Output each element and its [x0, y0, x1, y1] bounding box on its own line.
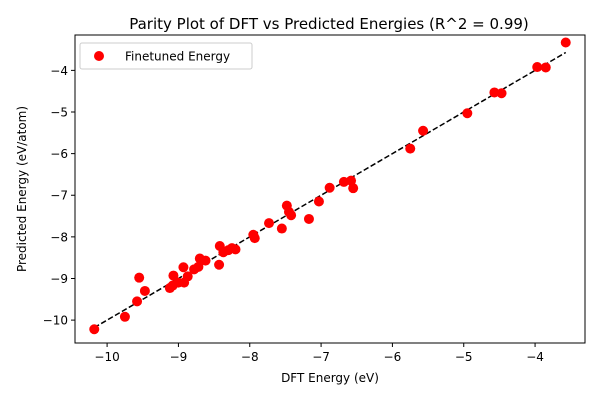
data-point	[168, 270, 179, 281]
y-tick-label: −7	[50, 189, 68, 203]
y-axis-label: Predicted Energy (eV/atom)	[15, 106, 29, 272]
data-points	[89, 37, 571, 335]
legend-marker	[94, 51, 104, 61]
data-point	[200, 255, 211, 266]
data-point	[540, 62, 551, 73]
y-tick-label: −6	[50, 147, 68, 161]
data-point	[496, 88, 507, 99]
data-point	[405, 143, 416, 154]
x-tick-label: −4	[526, 350, 544, 364]
x-tick-label: −8	[241, 350, 259, 364]
data-point	[560, 37, 571, 48]
y-tick-label: −8	[50, 230, 68, 244]
data-point	[286, 210, 297, 221]
legend: Finetuned Energy	[79, 42, 253, 70]
x-tick-label: −7	[312, 350, 330, 364]
data-point	[313, 196, 324, 207]
data-point	[303, 213, 314, 224]
x-tick-label: −10	[94, 350, 119, 364]
data-point	[532, 62, 543, 73]
data-point	[119, 311, 130, 322]
plot-area	[74, 34, 586, 344]
data-point	[178, 262, 189, 273]
data-point	[462, 108, 473, 119]
data-point	[132, 296, 143, 307]
data-point	[264, 218, 275, 229]
y-tick-label: −4	[50, 64, 68, 78]
data-point	[230, 244, 241, 255]
y-tick-label: −9	[50, 272, 68, 286]
data-point	[139, 285, 150, 296]
x-tick-label: −5	[455, 350, 473, 364]
data-point	[193, 261, 204, 272]
x-tick-label: −6	[384, 350, 402, 364]
data-point	[134, 272, 145, 283]
y-tick-label: −10	[43, 314, 68, 328]
legend-label: Finetuned Energy	[125, 50, 230, 64]
data-point	[276, 223, 287, 234]
legend-frame	[79, 42, 253, 70]
data-point	[249, 233, 260, 244]
x-axis-label: DFT Energy (eV)	[281, 371, 379, 385]
data-point	[89, 324, 100, 335]
data-point	[348, 183, 359, 194]
x-tick-label: −9	[170, 350, 188, 364]
data-point	[324, 182, 335, 193]
x-axis-ticks: −10 −9 −8 −7 −6 −5 −4	[94, 343, 544, 364]
data-point	[182, 271, 193, 282]
y-axis-ticks: −10 −9 −8 −7 −6 −5 −4	[43, 64, 75, 328]
y-tick-label: −5	[50, 106, 68, 120]
data-point	[214, 259, 225, 270]
data-point	[418, 125, 429, 136]
chart-title: Parity Plot of DFT vs Predicted Energies…	[129, 15, 529, 33]
data-point	[346, 175, 357, 186]
